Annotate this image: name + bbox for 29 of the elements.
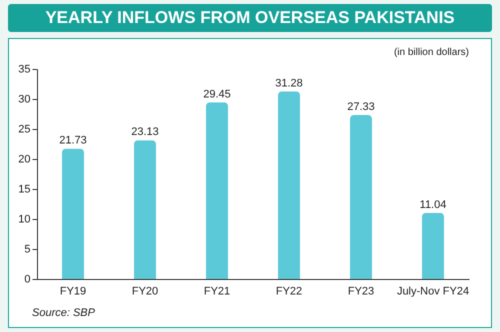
- x-tick-label: FY22: [276, 286, 302, 298]
- data-label: 31.28: [275, 77, 303, 90]
- y-tick-label: 0: [24, 274, 30, 286]
- bar: [62, 148, 84, 279]
- y-tick-label: 20: [18, 154, 30, 166]
- data-label: 29.45: [203, 88, 231, 100]
- bar: [350, 115, 372, 279]
- data-label: 27.33: [347, 101, 375, 114]
- chart-subtitle: (in billion dollars): [394, 47, 469, 58]
- chart-title: YEARLY INFLOWS FROM OVERSEAS PAKISTANIS: [8, 4, 492, 32]
- y-tick-label: 15: [18, 184, 30, 196]
- y-tick-label: 25: [18, 124, 30, 136]
- bar: [206, 102, 228, 279]
- source-note: Source: SBP: [32, 307, 95, 319]
- data-label: 11.04: [420, 198, 446, 211]
- data-label: 21.73: [59, 134, 87, 147]
- x-tick-label: FY19: [60, 286, 86, 298]
- x-tick-label: FY20: [132, 286, 158, 298]
- bar: [134, 140, 156, 279]
- y-tick-label: 5: [24, 244, 30, 256]
- x-tick-label: FY21: [204, 286, 230, 298]
- x-tick-label: FY23: [348, 286, 374, 298]
- x-tick-label: July-Nov FY24: [396, 286, 470, 298]
- bar: [422, 212, 444, 279]
- data-label: 23.13: [131, 126, 159, 138]
- y-tick-label: 10: [18, 214, 30, 226]
- y-tick-label: 35: [18, 64, 30, 76]
- y-tick-label: 30: [18, 94, 30, 106]
- bar: [278, 91, 300, 279]
